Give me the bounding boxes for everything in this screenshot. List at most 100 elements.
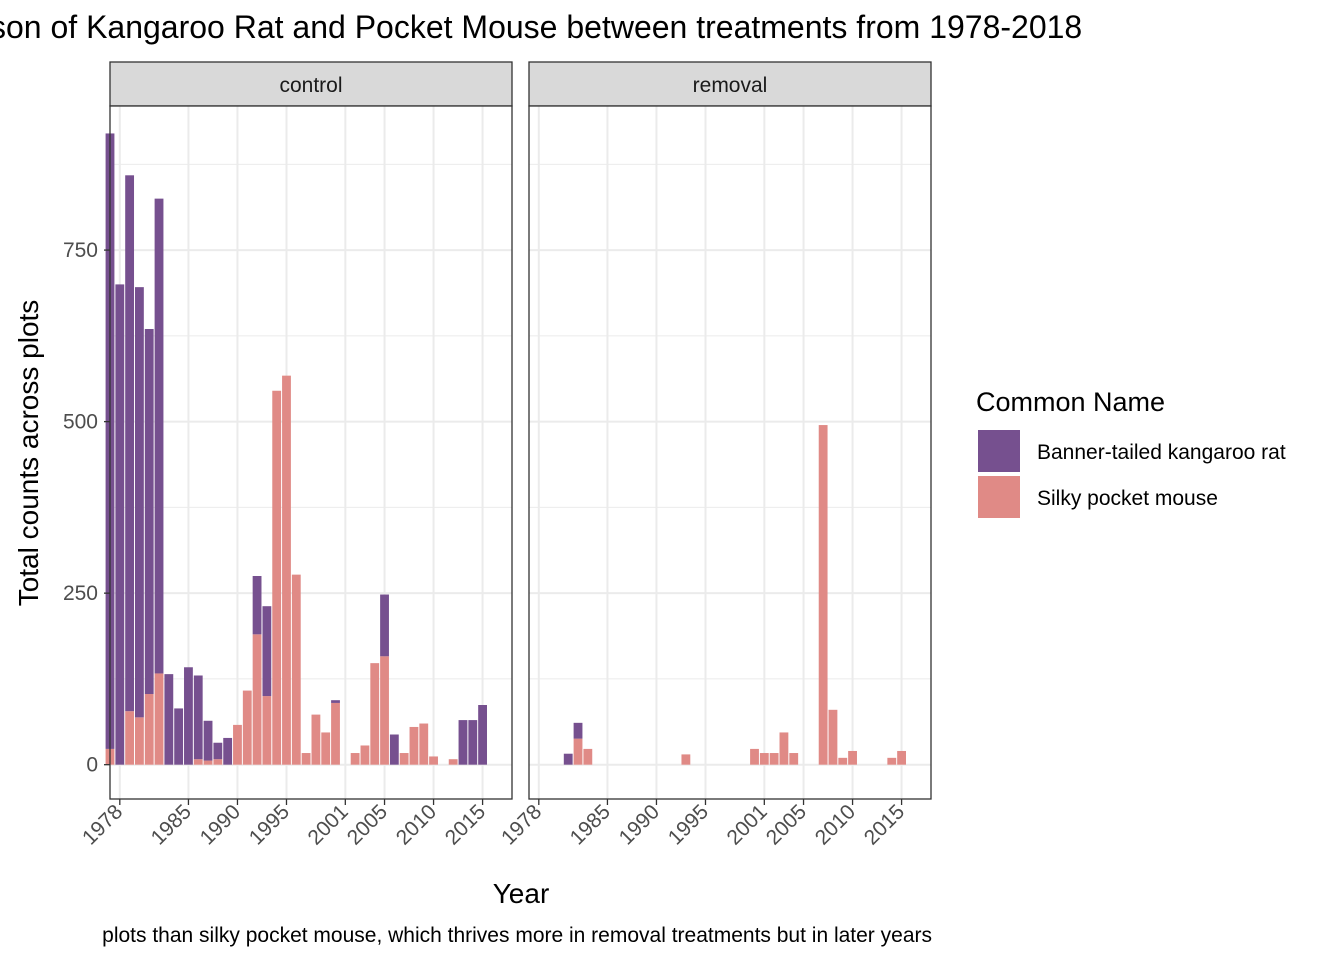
x-tick-label: 2015: [860, 800, 909, 849]
bar-removal-pocket-mouse-2004: [789, 753, 799, 765]
legend-key-kangaroo-rat: [978, 430, 1020, 472]
bar-removal-pocket-mouse-2009: [838, 757, 848, 765]
bar-control-pocket-mouse-2010: [429, 756, 438, 765]
bar-removal-pocket-mouse-2000: [750, 748, 759, 765]
x-tick-label: 1995: [664, 800, 713, 849]
bar-control-kangaroo-rat-1985: [184, 667, 193, 765]
bar-removal-pocket-mouse-2002: [769, 753, 779, 765]
bar-control-kangaroo-rat-1993: [262, 606, 272, 697]
bar-control-pocket-mouse-2008: [409, 726, 419, 765]
x-tick-label: 2001: [723, 800, 772, 849]
x-tick-label: 2010: [811, 800, 860, 849]
bar-control-kangaroo-rat-2005: [380, 594, 389, 657]
x-tick-label: 2005: [762, 800, 811, 849]
bar-control-kangaroo-rat-1988: [213, 742, 223, 760]
bar-control-pocket-mouse-1994: [272, 390, 282, 765]
legend: Common Name Banner-tailed kangaroo rat S…: [976, 387, 1286, 518]
chart-caption: plots than silky pocket mouse, which thr…: [102, 924, 932, 947]
x-tick-label: 1985: [147, 800, 196, 849]
bar-removal-pocket-mouse-1983: [583, 748, 593, 765]
bar-removal-kangaroo-rat-1981: [563, 753, 573, 765]
bar-removal-pocket-mouse-1982: [573, 738, 583, 765]
bar-removal-pocket-mouse-2007: [818, 425, 828, 765]
x-tick-label: 1985: [566, 800, 615, 849]
x-tick-label: 1990: [615, 800, 664, 849]
bar-control-pocket-mouse-2004: [370, 663, 380, 765]
bar-control-pocket-mouse-2000: [331, 702, 340, 765]
bar-control-pocket-mouse-1987: [203, 760, 213, 765]
bar-control-pocket-mouse-1999: [321, 732, 331, 765]
bar-control-pocket-mouse-1979: [125, 711, 135, 765]
x-tick-label: 2005: [343, 800, 392, 849]
panel-control: control 0 250 500 750 1978 1985 1990 1995 2001200…: [63, 61, 513, 850]
bar-control-kangaroo-rat-1989: [223, 737, 233, 765]
bar-control-pocket-mouse-1993: [262, 696, 272, 765]
legend-label-kangaroo-rat: Banner-tailed kangaroo rat: [1037, 441, 1286, 464]
bar-control-pocket-mouse-1991: [242, 690, 252, 765]
bar-removal-kangaroo-rat-1982: [573, 722, 583, 739]
bar-control-pocket-mouse-1988: [213, 759, 223, 765]
bar-control-kangaroo-rat-2015: [478, 704, 487, 765]
bar-control-pocket-mouse-1990: [233, 724, 242, 765]
bar-control-kangaroo-rat-2013: [458, 720, 468, 765]
bar-control-pocket-mouse-1996: [291, 574, 301, 765]
bar-removal-pocket-mouse-1993: [681, 754, 691, 765]
bar-control-kangaroo-rat-1982: [154, 198, 164, 674]
legend-key-pocket-mouse: [978, 476, 1020, 518]
bar-control-pocket-mouse-2005: [380, 656, 389, 765]
legend-title: Common Name: [976, 387, 1165, 417]
strip-removal: [528, 61, 932, 107]
x-tick-label: 2015: [441, 800, 490, 849]
bar-removal-pocket-mouse-2003: [779, 732, 789, 765]
bar-control-kangaroo-rat-1978: [115, 284, 125, 765]
x-tick-label: 1978: [497, 800, 546, 849]
bar-removal-pocket-mouse-2008: [828, 709, 838, 765]
bar-control-kangaroo-rat-1983: [164, 674, 174, 765]
strip-label-removal: removal: [693, 74, 768, 97]
bar-removal-pocket-mouse-2010: [848, 750, 857, 765]
y-axis-title: Total counts across plots: [13, 300, 44, 607]
x-tick-label: 1990: [196, 800, 245, 849]
bar-control-pocket-mouse-1995: [282, 375, 291, 765]
strip-label-control: control: [279, 74, 342, 97]
panel-background-removal: [529, 106, 931, 799]
y-tick-label: 0: [86, 754, 98, 777]
bar-removal-pocket-mouse-2015: [897, 750, 906, 765]
y-tick-label: 500: [63, 411, 98, 434]
bar-control-pocket-mouse-1981: [144, 694, 154, 765]
legend-label-pocket-mouse: Silky pocket mouse: [1037, 487, 1218, 510]
bar-control-pocket-mouse-2012: [448, 759, 458, 765]
bar-control-pocket-mouse-2007: [399, 753, 409, 765]
panel-background-control: [110, 106, 512, 799]
bar-control-pocket-mouse-1982: [154, 673, 164, 765]
panel-border-control: [109, 105, 513, 800]
x-tick-label: 2001: [304, 800, 353, 849]
bar-removal-pocket-mouse-2014: [887, 757, 897, 765]
bar-control-pocket-mouse-2002: [350, 753, 360, 765]
bar-control-kangaroo-rat-1980: [135, 287, 144, 718]
bar-control-kangaroo-rat-1984: [174, 708, 184, 765]
bar-control-pocket-mouse-1980: [135, 717, 144, 765]
y-tick-label: 250: [63, 582, 98, 605]
bar-control-kangaroo-rat-1992: [252, 576, 262, 635]
bar-control-pocket-mouse-2009: [419, 723, 429, 765]
bar-removal-pocket-mouse-2001: [759, 753, 769, 765]
panel-border-removal: [528, 105, 932, 800]
x-tick-label: 2010: [392, 800, 441, 849]
chart-title: son of Kangaroo Rat and Pocket Mouse bet…: [0, 9, 1082, 45]
bar-control-kangaroo-rat-2006: [389, 734, 399, 765]
bar-control-kangaroo-rat-2014: [468, 720, 478, 765]
bar-control-pocket-mouse-1986: [193, 759, 203, 765]
bar-control-pocket-mouse-1992: [252, 634, 262, 765]
bar-control-kangaroo-rat-1987: [203, 720, 213, 761]
bar-control-pocket-mouse-2003: [360, 745, 370, 765]
bar-control-kangaroo-rat-1986: [193, 675, 203, 760]
bar-control-pocket-mouse-1998: [311, 714, 321, 765]
y-tick-label: 750: [63, 239, 98, 262]
x-tick-label: 1978: [78, 800, 127, 849]
x-axis-title: Year: [493, 878, 550, 909]
bar-control-pocket-mouse-1997: [301, 753, 311, 765]
